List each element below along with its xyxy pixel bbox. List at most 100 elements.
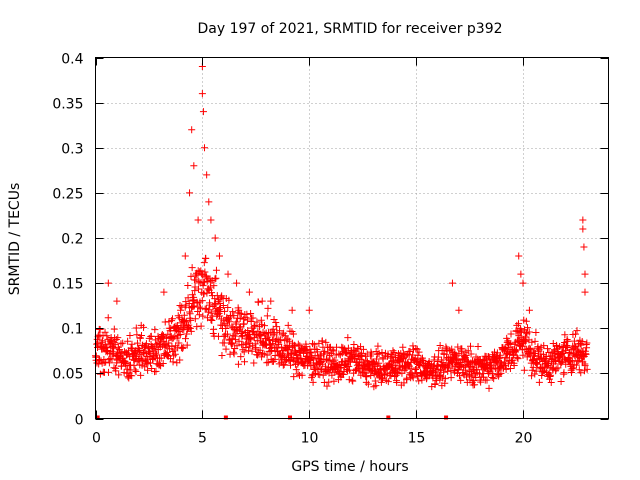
data-point — [202, 254, 210, 262]
data-point — [529, 363, 537, 371]
data-point — [188, 126, 196, 134]
data-point — [228, 340, 236, 348]
data-point — [378, 349, 386, 357]
data-point — [225, 296, 233, 304]
data-point — [323, 367, 331, 375]
data-point — [330, 347, 338, 355]
data-point — [547, 378, 555, 386]
data-point — [522, 329, 530, 337]
data-point — [188, 264, 196, 272]
data-point — [583, 365, 591, 373]
data-point — [199, 312, 207, 320]
data-point — [412, 345, 420, 353]
data-point — [127, 344, 135, 352]
data-point — [265, 337, 273, 345]
data-point — [112, 367, 120, 375]
data-point — [168, 342, 176, 350]
data-point — [292, 366, 300, 374]
data-point — [552, 365, 560, 373]
data-point — [294, 360, 302, 368]
data-point — [348, 376, 356, 384]
data-point — [200, 290, 208, 298]
data-point — [194, 308, 202, 316]
data-point — [345, 376, 353, 384]
data-point — [105, 356, 113, 364]
data-point — [232, 336, 240, 344]
data-point — [273, 323, 281, 331]
data-point — [418, 376, 426, 384]
data-point — [337, 363, 345, 371]
data-point — [140, 323, 148, 331]
data-point — [384, 378, 392, 386]
data-point — [386, 415, 391, 420]
data-point — [377, 378, 385, 386]
data-point — [471, 381, 479, 389]
data-point — [415, 377, 423, 385]
data-point — [412, 365, 420, 373]
data-point — [350, 341, 358, 349]
data-point — [367, 348, 375, 356]
data-point — [131, 366, 139, 374]
data-points — [92, 63, 591, 420]
data-point — [506, 364, 514, 372]
data-point — [249, 314, 257, 322]
data-point — [485, 384, 493, 392]
data-point — [572, 361, 580, 369]
data-point — [144, 366, 152, 374]
data-point — [176, 330, 184, 338]
data-point — [483, 376, 491, 384]
data-point — [515, 320, 523, 328]
data-point — [207, 278, 215, 286]
data-point — [340, 361, 348, 369]
data-point — [203, 273, 211, 281]
data-point — [461, 361, 469, 369]
data-point — [573, 357, 581, 365]
y-tick-label: 0 — [75, 413, 84, 429]
data-point — [308, 374, 316, 382]
data-point — [307, 362, 315, 370]
data-point — [235, 337, 243, 345]
data-point — [572, 330, 580, 338]
data-point — [462, 352, 470, 360]
x-tick-label: 5 — [198, 431, 207, 447]
data-point — [122, 351, 130, 359]
data-point — [247, 310, 255, 318]
data-point — [152, 367, 160, 375]
data-point — [159, 333, 167, 341]
data-point — [177, 306, 185, 314]
data-point — [374, 350, 382, 358]
data-point — [575, 348, 583, 356]
data-point — [297, 354, 305, 362]
data-point — [525, 328, 533, 336]
data-point — [502, 365, 510, 373]
data-point — [345, 362, 353, 370]
data-point — [569, 364, 577, 372]
data-point — [364, 380, 372, 388]
data-point — [352, 367, 360, 375]
data-point — [93, 340, 101, 348]
data-point — [522, 317, 530, 325]
data-point — [260, 322, 268, 330]
data-point — [447, 374, 455, 382]
data-point — [105, 368, 113, 376]
data-point — [284, 321, 292, 329]
data-point — [496, 351, 504, 359]
data-point — [490, 375, 498, 383]
data-point — [258, 297, 266, 305]
data-point — [212, 274, 220, 282]
data-point — [267, 347, 275, 355]
data-point — [105, 359, 113, 367]
data-point — [309, 340, 317, 348]
data-point — [402, 352, 410, 360]
data-point — [455, 306, 463, 314]
data-point — [329, 358, 337, 366]
data-point — [287, 361, 295, 369]
data-point — [153, 351, 161, 359]
data-point — [218, 351, 226, 359]
data-point — [194, 216, 202, 224]
data-point — [532, 367, 540, 375]
data-point — [540, 342, 548, 350]
y-tick-label: 0.4 — [61, 52, 83, 68]
data-point — [441, 375, 449, 383]
data-point — [457, 376, 465, 384]
